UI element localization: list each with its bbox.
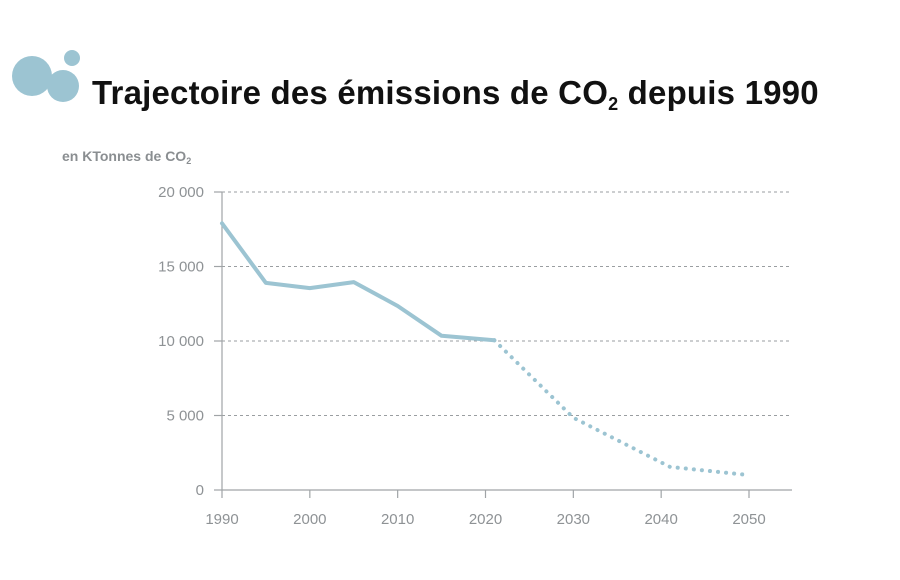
- x-tick-label-2020: 2020: [469, 511, 502, 528]
- y-axis-unit-label: en KTonnes de CO2: [62, 148, 192, 166]
- y-tick-label-15000: 15 000: [158, 259, 204, 276]
- logo-bubble-small: [64, 50, 80, 66]
- x-tick-label-2050: 2050: [732, 511, 765, 528]
- x-tick-label-2010: 2010: [381, 511, 414, 528]
- y-tick-label-0: 0: [196, 482, 204, 499]
- x-tick-label-2040: 2040: [644, 511, 677, 528]
- logo-bubble-medium: [47, 70, 79, 102]
- y-tick-label-5000: 5 000: [166, 408, 204, 425]
- title-text-end: depuis 1990: [618, 74, 819, 111]
- y-tick-label-10000: 10 000: [158, 333, 204, 350]
- x-tick-label-1990: 1990: [205, 511, 238, 528]
- logo-bubble-large: [12, 56, 52, 96]
- x-tick-label-2000: 2000: [293, 511, 326, 528]
- y-tick-label-20000: 20 000: [158, 184, 204, 201]
- title-text: Trajectoire des émissions de CO: [92, 74, 609, 111]
- bubbles-logo-icon: [12, 50, 80, 102]
- series-line-historique: [220, 221, 497, 343]
- title-subscript: 2: [608, 94, 619, 114]
- series-line-trajectoire: [492, 338, 751, 478]
- page-title: Trajectoire des émissions de CO2 depuis …: [92, 74, 819, 115]
- x-tick-label-2030: 2030: [557, 511, 590, 528]
